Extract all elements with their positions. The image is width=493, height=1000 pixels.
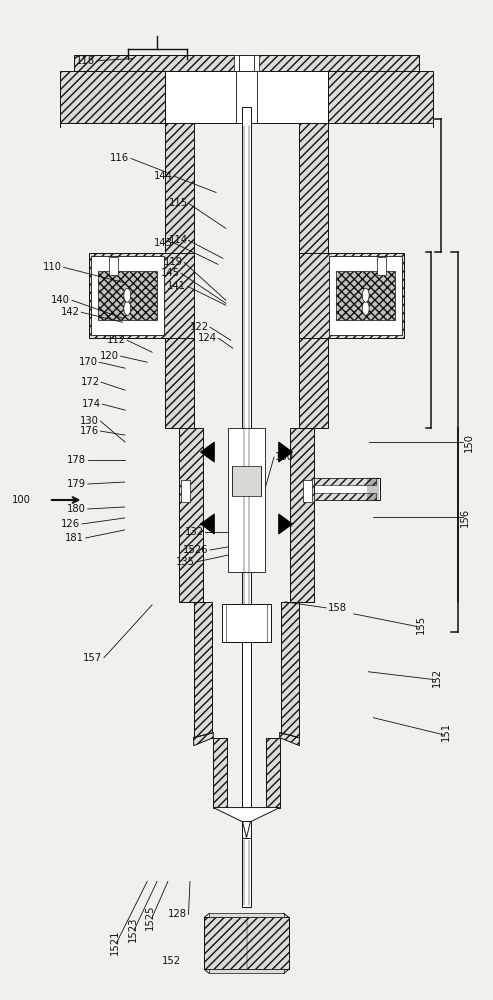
Text: 152: 152 <box>432 668 442 687</box>
Bar <box>328 71 433 123</box>
Text: 130: 130 <box>80 416 99 426</box>
Bar <box>266 738 280 808</box>
Polygon shape <box>201 514 214 534</box>
Text: 142: 142 <box>61 307 80 317</box>
Text: 152: 152 <box>162 956 181 966</box>
Bar <box>234 55 259 71</box>
Bar <box>242 838 251 907</box>
Text: 1521: 1521 <box>110 930 120 955</box>
Bar <box>336 271 395 320</box>
Text: 120: 120 <box>100 351 119 361</box>
Text: 119: 119 <box>164 257 182 267</box>
Bar <box>165 123 194 428</box>
Bar <box>239 55 254 71</box>
Bar <box>314 478 376 485</box>
Bar <box>181 480 190 502</box>
Bar <box>377 257 386 275</box>
Bar <box>236 71 257 123</box>
Circle shape <box>124 301 131 315</box>
Bar <box>209 969 284 973</box>
Bar <box>213 738 227 808</box>
Bar <box>98 271 157 320</box>
Text: 180: 180 <box>68 504 86 514</box>
Bar <box>209 913 284 917</box>
Text: 1526: 1526 <box>182 545 208 555</box>
Polygon shape <box>279 514 292 534</box>
Text: 181: 181 <box>65 533 84 543</box>
Bar <box>289 428 314 602</box>
Bar <box>299 253 404 338</box>
Bar <box>60 71 165 123</box>
Text: 128: 128 <box>168 909 186 919</box>
Text: 114: 114 <box>169 235 187 245</box>
Text: 1525: 1525 <box>145 905 155 930</box>
Text: 112: 112 <box>106 335 126 345</box>
Text: 174: 174 <box>82 399 101 409</box>
Text: 116: 116 <box>110 153 130 163</box>
Text: 140: 140 <box>51 295 70 305</box>
Bar <box>232 466 261 496</box>
Text: 157: 157 <box>83 653 103 663</box>
Bar <box>74 55 419 71</box>
Bar <box>228 428 265 572</box>
Text: 155: 155 <box>416 615 425 634</box>
Bar <box>91 256 164 335</box>
Bar <box>179 428 204 602</box>
Text: 170: 170 <box>78 357 98 367</box>
Polygon shape <box>213 808 280 822</box>
Bar <box>314 478 381 500</box>
Bar <box>194 602 212 738</box>
Text: 100: 100 <box>12 495 31 505</box>
Polygon shape <box>243 822 250 838</box>
Bar <box>223 606 270 640</box>
Text: 132: 132 <box>185 527 204 537</box>
Bar <box>281 602 299 738</box>
Circle shape <box>124 288 131 302</box>
Text: 178: 178 <box>67 455 86 465</box>
Polygon shape <box>201 442 214 462</box>
Bar <box>109 257 118 275</box>
Text: 150: 150 <box>464 433 474 452</box>
Text: 160: 160 <box>275 452 294 462</box>
Text: 126: 126 <box>61 519 80 529</box>
Bar <box>165 71 328 123</box>
Text: 124: 124 <box>198 333 217 343</box>
Text: 122: 122 <box>189 322 209 332</box>
Bar <box>204 917 289 969</box>
Text: 156: 156 <box>460 507 470 527</box>
Text: 151: 151 <box>441 722 451 741</box>
Circle shape <box>362 288 369 302</box>
Bar <box>89 253 194 338</box>
Text: 179: 179 <box>67 479 86 489</box>
Bar <box>303 480 312 502</box>
Bar <box>242 107 251 891</box>
Bar <box>222 604 271 642</box>
Text: 1523: 1523 <box>128 917 138 942</box>
Text: 172: 172 <box>80 377 100 387</box>
Polygon shape <box>279 442 292 462</box>
Text: 144: 144 <box>154 171 173 181</box>
Bar <box>314 493 376 500</box>
Text: 141: 141 <box>167 281 186 291</box>
Text: 135: 135 <box>176 557 195 567</box>
Bar <box>329 256 402 335</box>
Bar <box>299 123 328 428</box>
Text: 158: 158 <box>328 603 347 613</box>
Text: 110: 110 <box>43 262 62 272</box>
Text: 115: 115 <box>169 198 187 208</box>
Text: 118: 118 <box>76 56 95 66</box>
Polygon shape <box>194 733 213 746</box>
Text: 145: 145 <box>161 268 179 278</box>
Circle shape <box>362 301 369 315</box>
Polygon shape <box>280 733 299 746</box>
Text: 143: 143 <box>154 238 173 248</box>
Text: 176: 176 <box>80 426 99 436</box>
